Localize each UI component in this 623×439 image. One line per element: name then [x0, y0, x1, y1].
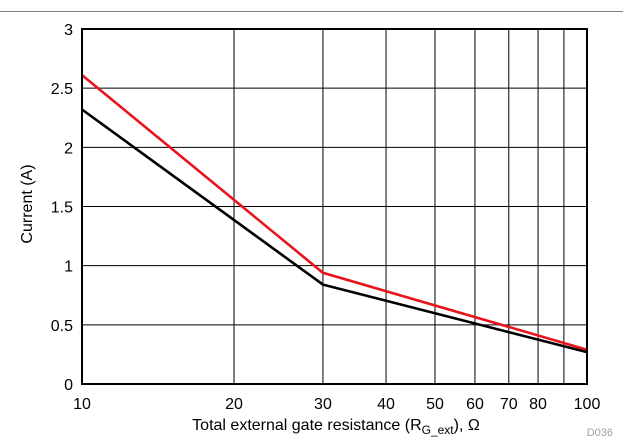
y-axis-ticks: 0 0.5 1 1.5 2 2.5 3: [51, 22, 73, 394]
x-axis-ticks: 10 20 30 40 50 60 70 80 100: [73, 396, 600, 413]
y-tick-label: 3: [64, 22, 73, 39]
y-tick-label: 0.5: [51, 318, 73, 335]
series-line-1: [81, 108, 588, 354]
x-tick-label: 100: [574, 396, 601, 413]
series-line-0: [81, 74, 588, 351]
x-tick-label: 20: [225, 396, 243, 413]
x-tick-label: 70: [500, 396, 518, 413]
y-tick-label: 2: [64, 140, 73, 157]
figure-id: D036: [587, 427, 613, 439]
x-tick-label: 50: [426, 396, 444, 413]
x-tick-label: 10: [73, 396, 91, 413]
x-axis-label-suffix: ), Ω: [454, 417, 480, 434]
x-tick-label: 80: [529, 396, 547, 413]
x-tick-label: 60: [466, 396, 484, 413]
y-tick-label: 2.5: [51, 81, 73, 98]
y-tick-label: 0: [64, 377, 73, 394]
y-axis-label: Current (A): [19, 164, 36, 243]
x-axis-label-main: Total external gate resistance (R: [192, 417, 421, 434]
x-tick-label: 30: [314, 396, 332, 413]
y-tick-label: 1: [64, 259, 73, 276]
x-axis-label: Total external gate resistance (RG_ext),…: [192, 417, 480, 437]
x-axis-label-subscript: G_ext: [422, 423, 455, 437]
x-tick-label: 40: [377, 396, 395, 413]
plot-area-border: [81, 28, 588, 385]
series-group: [81, 74, 588, 354]
y-tick-label: 1.5: [51, 200, 73, 217]
grid: [82, 29, 587, 384]
